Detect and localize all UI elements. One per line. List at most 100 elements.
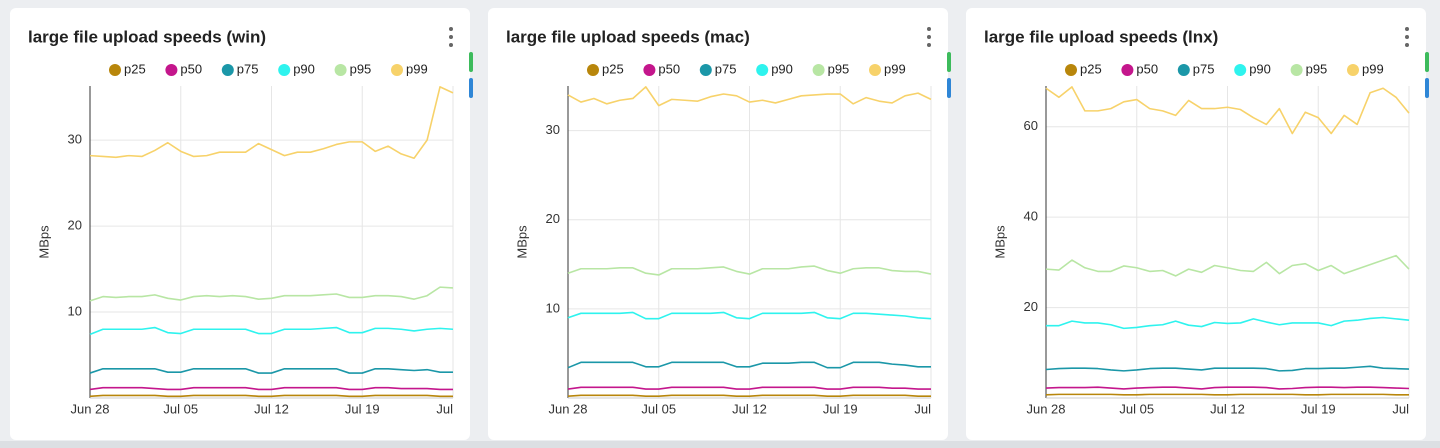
side-tab [1425,78,1429,98]
menu-dot [1405,35,1409,39]
side-tab [469,52,473,72]
legend-label: p25 [602,61,624,76]
series-line [567,86,932,107]
y-axis-label: MBps [36,225,51,259]
legend-marker [165,64,178,76]
menu-button[interactable] [927,27,931,47]
series-line [89,394,453,398]
legend-item[interactable]: p75 [221,61,259,76]
legend-label: p75 [1193,61,1215,76]
legend-marker [643,64,656,76]
series-line [567,361,931,369]
legend-item[interactable]: p50 [643,61,680,76]
legend-marker [587,64,599,76]
legend-item[interactable]: p75 [699,61,737,76]
series-line [1045,86,1410,135]
series-line [567,394,931,398]
legend-marker [1234,64,1247,76]
legend-item[interactable]: p25 [587,61,624,76]
side-tab [469,78,473,98]
legend-item[interactable]: p99 [1347,61,1384,76]
x-tick-label: Jul [436,401,453,416]
card-background [488,8,948,440]
menu-dot [1405,43,1409,47]
series-line [89,326,454,336]
legend-label: p75 [237,61,259,76]
legend-label: p50 [658,61,680,76]
menu-dot [449,35,453,39]
legend-marker [1121,64,1134,76]
chart-title: large file upload speeds (mac) [506,27,750,46]
chart-card: large file upload speeds (mac) 10 20 30 Jun … [488,8,951,440]
menu-dot [1405,27,1409,31]
bottom-strip [0,441,1440,448]
legend-item[interactable]: p99 [869,61,906,76]
side-tab [947,78,951,98]
chart-card: large file upload speeds (lnx) 20 40 60 Jun … [966,8,1429,440]
y-tick-label: 30 [68,132,82,147]
legend-label: p99 [406,61,428,76]
legend-marker [334,64,347,76]
legend-item[interactable]: p25 [109,61,146,76]
menu-dot [927,35,931,39]
y-tick-label: 10 [546,300,560,315]
y-tick-label: 60 [1024,118,1038,133]
legend-item[interactable]: p25 [1065,61,1102,76]
legend-item[interactable]: p95 [334,61,372,76]
legend-label: p95 [350,61,372,76]
series-line [1045,386,1410,390]
series-line [89,386,453,391]
side-tab [947,52,951,72]
series-line [1045,365,1410,372]
x-tick-label: Jul 19 [823,401,858,416]
chart-title: large file upload speeds (win) [28,27,266,46]
legend-marker [869,64,881,76]
legend-item[interactable]: p50 [165,61,202,76]
legend-item[interactable]: p50 [1121,61,1158,76]
y-tick-label: 30 [546,122,560,137]
chart-card: large file upload speeds (win) 10 20 30 Jun … [10,8,473,440]
series-line [567,311,932,320]
series-line [89,86,454,159]
legend-item[interactable]: p90 [1234,61,1271,76]
legend-label: p90 [1249,61,1271,76]
legend-label: p95 [828,61,850,76]
y-axis-label: MBps [992,225,1007,259]
series-line [567,386,931,390]
x-tick-label: Jun 28 [548,401,587,416]
menu-dot [449,27,453,31]
x-tick-label: Jul 05 [641,401,676,416]
legend-marker [1065,64,1077,76]
menu-button[interactable] [449,27,453,47]
legend-item[interactable]: p75 [1177,61,1215,76]
legend-label: p99 [884,61,906,76]
menu-dot [927,27,931,31]
x-tick-label: Jul 05 [1119,401,1154,416]
legend-label: p50 [1136,61,1158,76]
legend-item[interactable]: p95 [812,61,850,76]
legend-item[interactable]: p95 [1290,61,1328,76]
y-tick-label: 20 [546,211,560,226]
x-tick-label: Jul [914,401,931,416]
legend-marker [278,64,291,76]
legend-label: p95 [1306,61,1328,76]
chart-title: large file upload speeds (lnx) [984,27,1218,46]
legend-marker [699,64,712,76]
y-axis-label: MBps [514,225,529,259]
x-tick-label: Jul [1392,401,1409,416]
series-line [1045,254,1410,277]
legend-item[interactable]: p90 [756,61,793,76]
menu-dot [927,43,931,47]
card-background [966,8,1426,440]
legend-label: p75 [715,61,737,76]
menu-button[interactable] [1405,27,1409,47]
y-tick-label: 10 [68,303,82,318]
series-line [89,286,454,302]
legend-item[interactable]: p99 [391,61,428,76]
x-tick-label: Jul 12 [732,401,767,416]
legend-item[interactable]: p90 [278,61,315,76]
legend-marker [756,64,769,76]
x-tick-label: Jul 12 [254,401,289,416]
